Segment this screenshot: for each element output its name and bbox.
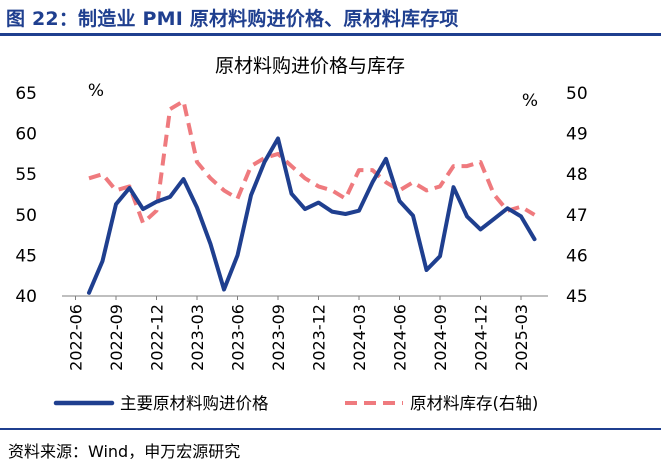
legend-inventory-label: 原材料库存(右轴) xyxy=(410,394,538,413)
title-rule xyxy=(0,33,661,36)
x-tick-label: 2022-06 xyxy=(67,304,86,371)
figure-title: 图 22：制造业 PMI 原材料购进价格、原材料库存项 xyxy=(6,8,459,30)
right-tick-label: 49 xyxy=(566,125,588,145)
left-tick-label: 65 xyxy=(15,84,37,104)
x-tick-label: 2022-12 xyxy=(148,304,167,371)
x-tick-label: 2023-12 xyxy=(310,304,329,371)
x-tick-label: 2024-03 xyxy=(350,304,369,371)
x-tick-label: 2024-12 xyxy=(472,304,491,371)
right-tick-label: 47 xyxy=(566,206,588,226)
x-tick-label: 2024-09 xyxy=(431,304,450,371)
x-tick-label: 2025-03 xyxy=(512,304,531,371)
left-tick-label: 60 xyxy=(15,125,37,145)
right-tick-label: 48 xyxy=(566,165,588,185)
right-tick-label: 46 xyxy=(566,246,588,266)
x-tick-label: 2022-09 xyxy=(107,304,126,371)
right-tick-label: 50 xyxy=(566,84,588,104)
chart-title: 原材料购进价格与库存 xyxy=(215,55,405,77)
series-layer xyxy=(87,99,537,295)
right-tick-label: 45 xyxy=(566,287,588,307)
left-tick-label: 40 xyxy=(15,287,37,307)
right-axis-ticks: 45 46 47 48 49 50 xyxy=(566,84,588,307)
source-rule xyxy=(0,428,661,430)
right-axis-unit: % xyxy=(522,91,538,111)
left-tick-label: 55 xyxy=(15,165,37,185)
left-tick-label: 45 xyxy=(15,246,37,266)
source-note: 资料来源：Wind，申万宏源研究 xyxy=(8,442,241,461)
legend: 主要原材料购进价格 原材料库存(右轴) xyxy=(53,394,538,413)
x-axis-ticks: 2022-06 2022-09 2022-12 2023-03 2023-06 2023-… xyxy=(67,296,531,371)
left-tick-label: 50 xyxy=(15,206,37,226)
series-inventory-line xyxy=(88,99,536,225)
x-tick-label: 2023-09 xyxy=(269,304,288,371)
series-price-line xyxy=(87,136,537,295)
x-tick-label: 2024-06 xyxy=(391,304,410,371)
x-tick-label: 2023-06 xyxy=(229,304,248,371)
left-axis-ticks: 40 45 50 55 60 65 xyxy=(15,84,37,307)
x-tick-label: 2023-03 xyxy=(188,304,207,371)
legend-price-label: 主要原材料购进价格 xyxy=(120,394,269,413)
left-axis-unit: % xyxy=(88,81,104,101)
